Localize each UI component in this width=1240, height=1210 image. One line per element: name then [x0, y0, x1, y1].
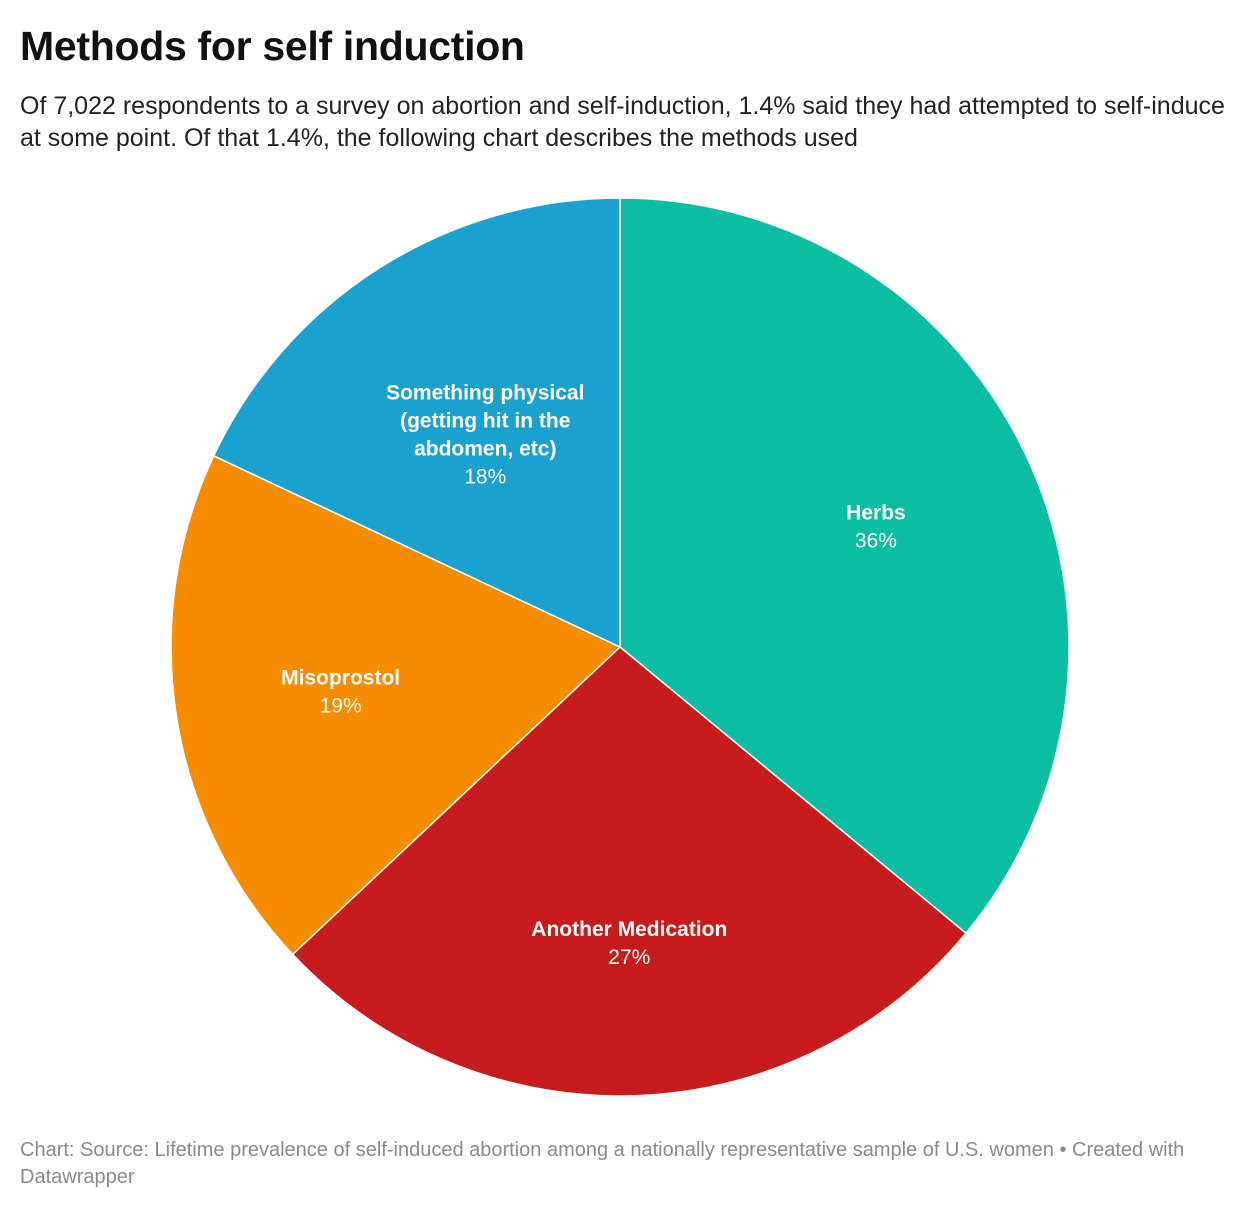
pie-label-another-medication: Another Medication 27%: [531, 918, 727, 969]
pie-label-name: abdomen, etc): [414, 438, 556, 461]
pie-label-value: 19%: [320, 694, 362, 717]
pie-label-name: Something physical: [386, 382, 584, 405]
pie-slices: [170, 197, 1070, 1097]
chart-source-footer: Chart: Source: Lifetime prevalence of se…: [20, 1139, 1185, 1188]
pie-slice-another-medication[interactable]: [291, 646, 967, 1097]
pie-label-name: Another Medication: [531, 918, 727, 941]
pie-label-name: Herbs: [846, 502, 906, 525]
pie-label-value: 27%: [608, 946, 650, 969]
pie-label-value: 36%: [855, 530, 897, 553]
pie-label-value: 18%: [464, 466, 506, 489]
pie-slice-something-physical-getting-hit-in-the-abdomen-etc[interactable]: [212, 197, 621, 648]
pie-label-misoprostol: Misoprostol 19%: [281, 666, 400, 717]
chart-subtitle: Of 7,022 respondents to a survey on abor…: [20, 92, 1225, 152]
pie-label-name: (getting hit in the: [400, 410, 570, 433]
pie-label-herbs: Herbs 36%: [846, 502, 906, 553]
pie-label-something-physical-getting-hit-in-the-abdomen-etc: Something physical (getting hit in the abd…: [386, 382, 584, 489]
pie-labels: Herbs 36% Another Medication 27% Misoprostol…: [281, 382, 906, 969]
pie-label-name: Misoprostol: [281, 666, 400, 689]
pie-slice-misoprostol[interactable]: [170, 455, 621, 956]
pie-slice-herbs[interactable]: [619, 197, 1070, 934]
chart-title: Methods for self induction: [20, 23, 525, 69]
